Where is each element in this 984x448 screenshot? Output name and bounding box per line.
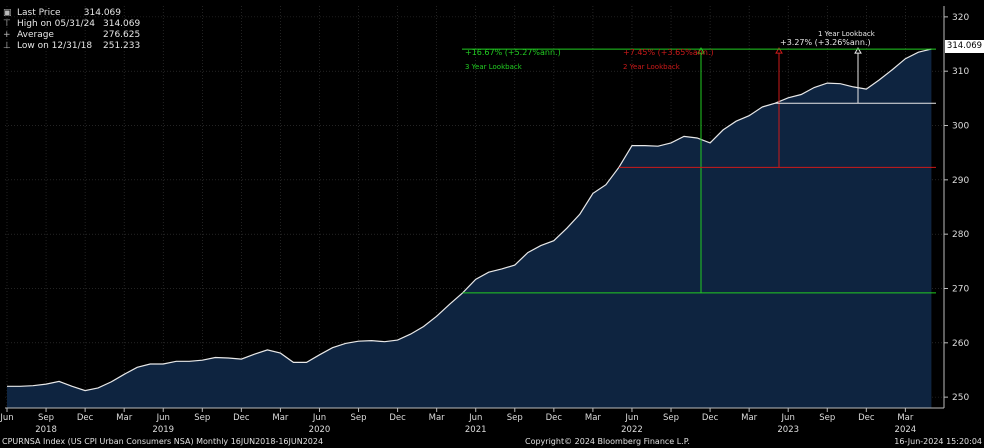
x-tick-label: Jun [624, 413, 638, 423]
x-year-label: 2021 [465, 425, 487, 435]
x-tick-label: Sep [351, 413, 367, 423]
area-layer [7, 48, 932, 408]
footer-timestamp: 16-Jun-2024 15:20:04 [894, 437, 982, 446]
series-line [7, 48, 932, 392]
x-year-label: 2018 [35, 425, 57, 435]
legend: ▣ Last Price 314.069 ⊤ High on 05/31/24 … [3, 8, 141, 52]
legend-average-label: Average [17, 30, 54, 40]
x-tick-label: Mar [741, 413, 758, 423]
x-tick-label: Sep [663, 413, 679, 423]
x-tick-label: Sep [38, 413, 54, 423]
two-year-change: +7.45% (+3.65%ann.) [623, 48, 714, 57]
y-tick-label: 250 [952, 393, 969, 403]
y-tick-label: 280 [952, 230, 969, 240]
legend-high-label: High on 05/31/24 [17, 19, 96, 29]
legend-low-icon: ⊥ [3, 41, 11, 51]
legend-title-value: 314.069 [83, 8, 121, 18]
footer-series-info: CPURNSA Index (US CPI Urban Consumers NS… [2, 437, 324, 446]
legend-title-row: ▣ Last Price 314.069 [3, 8, 133, 19]
x-tick-label: Sep [507, 413, 523, 423]
lookback-arrow-icon [775, 47, 783, 54]
legend-low-value: 251.233 [103, 41, 141, 51]
x-tick-label: Jun [0, 413, 14, 423]
x-year-label: 2019 [152, 425, 174, 435]
lookback-layer [462, 47, 936, 294]
x-tick-label: Mar [429, 413, 446, 423]
legend-average-value: 276.625 [103, 30, 141, 40]
x-tick-label: Jun [781, 413, 795, 423]
x-year-label: 2022 [621, 425, 643, 435]
y-tick-label: 310 [952, 67, 969, 77]
x-tick-label: Dec [546, 413, 563, 423]
lookback-arrow-icon [697, 47, 705, 54]
x-tick-label: Dec [233, 413, 250, 423]
x-year-label: 2024 [895, 425, 917, 435]
y-tick-label: 260 [952, 339, 969, 349]
x-tick-label: Dec [702, 413, 719, 423]
legend-high-icon: ⊤ [3, 19, 11, 29]
one-year-change: +3.27% (+3.26%ann.) [780, 38, 871, 47]
x-tick-label: Mar [585, 413, 602, 423]
legend-row-low: ⊥ Low on 12/31/18 251.233 [3, 41, 141, 52]
legend-title: Last Price [17, 8, 61, 18]
y-tick-label: 300 [952, 122, 969, 132]
x-tick-label: Jun [468, 413, 482, 423]
legend-marker-icon: ▣ [3, 8, 12, 18]
x-tick-label: Mar [272, 413, 289, 423]
series-area-fill [7, 49, 932, 408]
legend-high-value: 314.069 [103, 19, 141, 29]
x-tick-label: Dec [77, 413, 94, 423]
legend-row-high: ⊤ High on 05/31/24 314.069 [3, 19, 141, 30]
legend-average-icon: + [3, 30, 11, 40]
x-year-label: 2020 [309, 425, 331, 435]
x-tick-label: Dec [858, 413, 875, 423]
lookback-arrow-icon [854, 47, 862, 54]
x-tick-label: Dec [389, 413, 406, 423]
three-year-label: 3 Year Lookback [465, 63, 522, 71]
last-price-tag: 314.069 [945, 40, 984, 53]
x-tick-label: Mar [897, 413, 914, 423]
x-tick-label: Sep [819, 413, 835, 423]
x-tick-label: Mar [116, 413, 133, 423]
footer-copyright: Copyright© 2024 Bloomberg Finance L.P. [525, 437, 690, 446]
legend-row-average: + Average 276.625 [3, 30, 141, 41]
x-tick-label: Jun [156, 413, 170, 423]
two-year-label: 2 Year Lookback [623, 63, 680, 71]
y-tick-label: 270 [952, 284, 969, 294]
three-year-change: +16.67% (+5.27%ann.) [465, 48, 561, 57]
legend-low-label: Low on 12/31/18 [17, 41, 93, 51]
x-tick-label: Sep [194, 413, 210, 423]
axis-layer: 250 260 270 280 290 300 310 320 Jun Sep Dec Mar Jun S… [0, 6, 969, 435]
x-year-label: 2023 [777, 425, 799, 435]
x-tick-label: Jun [312, 413, 326, 423]
y-tick-label: 290 [952, 176, 969, 186]
y-tick-label: 320 [952, 13, 969, 23]
one-year-label: 1 Year Lookback [818, 30, 875, 38]
